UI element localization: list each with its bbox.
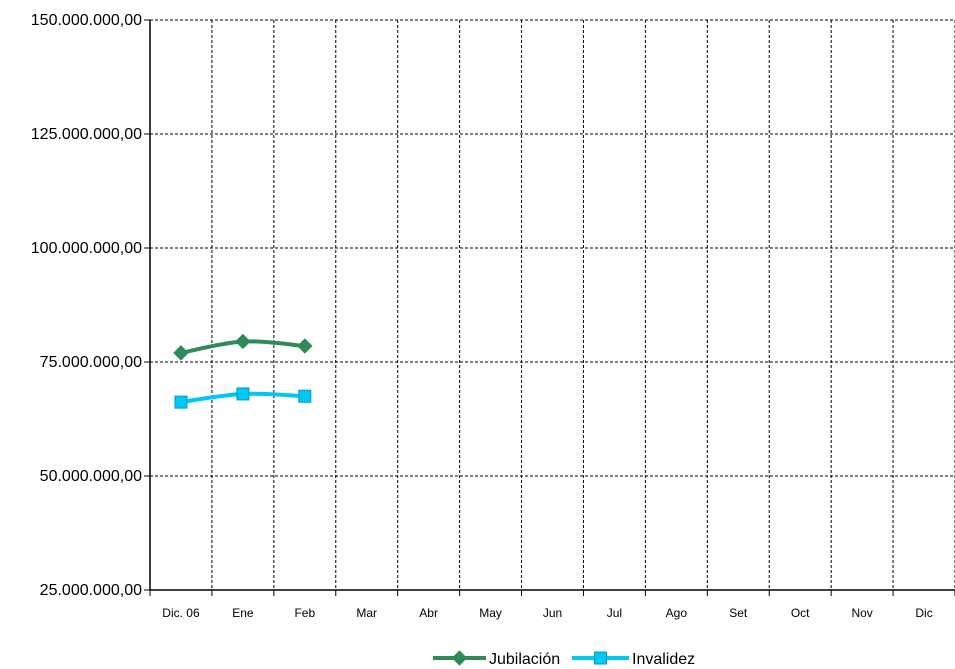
x-tick-label: Oct: [791, 606, 810, 620]
y-tick-label: 25.000.000,00: [40, 582, 142, 599]
x-tick-label: Mar: [356, 606, 377, 620]
x-tick-label: Nov: [851, 606, 872, 620]
x-tick-label: Abr: [419, 606, 438, 620]
data-point-jubilacion: [173, 345, 189, 361]
x-tick-label: Set: [729, 606, 748, 620]
y-tick-label: 125.000.000,00: [31, 126, 142, 143]
legend-label: Invalidez: [632, 651, 695, 668]
x-tick-label: May: [479, 606, 502, 620]
legend-marker: [594, 651, 607, 665]
x-tick-label: Dic. 06: [162, 606, 200, 620]
y-tick-label: 100.000.000,00: [31, 240, 142, 257]
axes: 25.000.000,00 50.000.000,00 75.000.000,00 1…: [31, 12, 955, 620]
legend-item-invalidez: Invalidez: [572, 651, 695, 668]
x-tick-label: Ene: [232, 606, 254, 620]
series-invalidez: [174, 387, 312, 409]
data-point-jubilacion: [297, 338, 313, 354]
x-tick-label: Jul: [607, 606, 622, 620]
data-point-invalidez: [236, 387, 250, 401]
legend-item-jubilacion: Jubilación: [433, 650, 560, 668]
y-tick-label: 50.000.000,00: [40, 468, 142, 485]
data-point-invalidez: [174, 395, 188, 409]
x-tick-label: Jun: [543, 606, 562, 620]
legend-marker: [451, 650, 468, 666]
x-tick-label: Feb: [294, 606, 315, 620]
legend-label: Jubilación: [489, 651, 560, 668]
data-point-jubilacion: [235, 333, 251, 350]
series-jubilacion: [173, 333, 313, 361]
x-tick-label: Ago: [666, 606, 688, 620]
legend: Jubilación Invalidez: [433, 650, 695, 668]
grid-lines: [150, 19, 955, 590]
y-tick-label: 150.000.000,00: [31, 12, 142, 29]
y-tick-label: 75.000.000,00: [40, 354, 142, 371]
x-tick-label: Dic: [915, 606, 932, 620]
data-point-invalidez: [298, 389, 312, 403]
